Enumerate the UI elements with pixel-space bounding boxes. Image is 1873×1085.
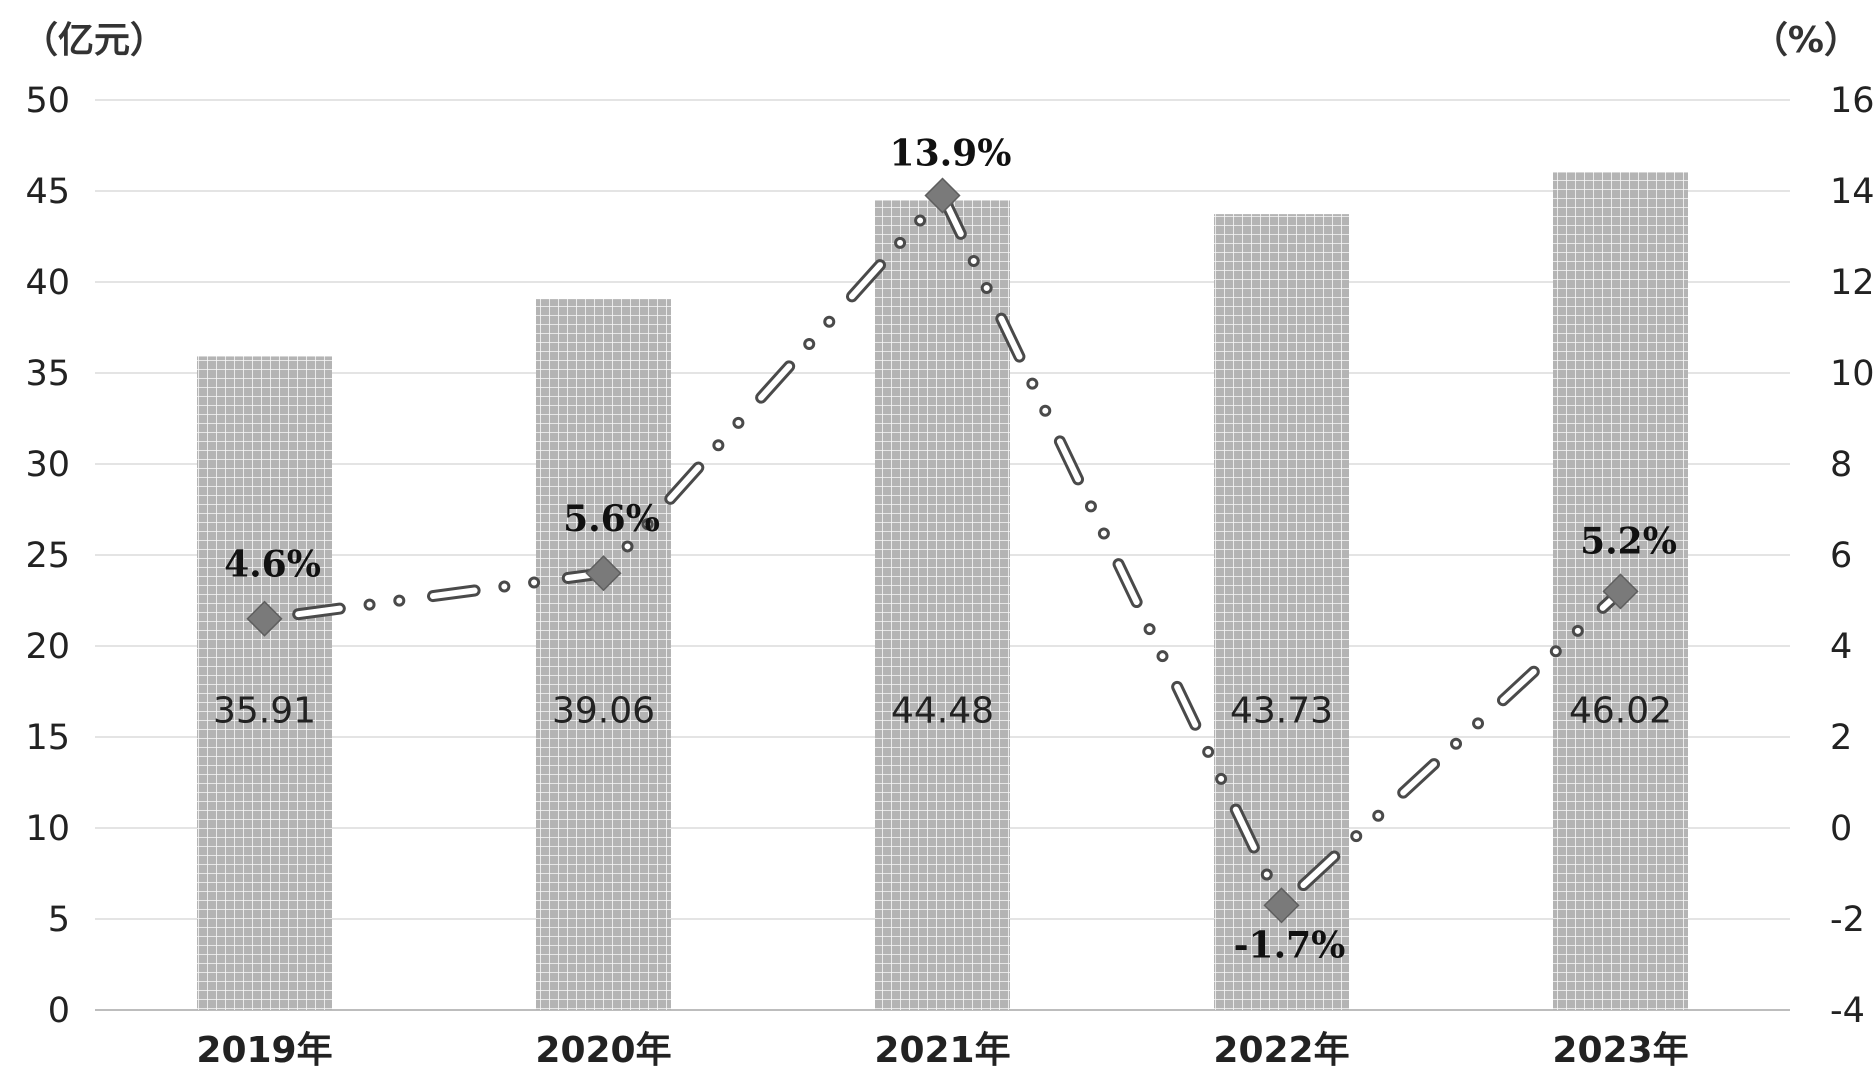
left-tick-label: 45 — [25, 172, 70, 212]
growth-label: 4.6% — [224, 544, 321, 586]
bar-value-label: 44.48 — [891, 690, 994, 731]
growth-label: -1.7% — [1234, 924, 1346, 966]
left-tick-label: 10 — [25, 809, 70, 849]
bar — [875, 200, 1010, 1011]
diamond-marker — [1263, 887, 1300, 924]
bar — [1214, 214, 1349, 1010]
right-tick-label: 14 — [1830, 172, 1873, 212]
left-axis-unit: （亿元） — [22, 20, 166, 61]
category-axis: 2019年 2020年 2021年 2022年 2023年 — [196, 1030, 1688, 1071]
right-tick-label: -4 — [1830, 991, 1865, 1031]
right-tick-label: 12 — [1830, 263, 1873, 303]
right-tick-label: 2 — [1830, 718, 1852, 758]
growth-label: 5.6% — [563, 498, 660, 540]
growth-label: 5.2% — [1580, 520, 1677, 562]
right-axis-unit: （%） — [1752, 20, 1860, 61]
growth-markers — [246, 177, 1639, 924]
right-tick-label: 10 — [1830, 354, 1873, 394]
right-tick-label: 4 — [1830, 627, 1852, 667]
bar-value-label: 43.73 — [1230, 690, 1333, 731]
diamond-marker — [924, 177, 961, 214]
diamond-marker — [1602, 573, 1639, 610]
right-axis-ticks: -4 -2 0 2 4 6 8 10 12 14 16 — [1830, 81, 1873, 1031]
category-label: 2023年 — [1552, 1030, 1688, 1071]
bar-value-label: 35.91 — [213, 690, 316, 731]
right-tick-label: 16 — [1830, 81, 1873, 121]
right-tick-label: -2 — [1830, 900, 1865, 940]
right-tick-label: 6 — [1830, 536, 1852, 576]
bar-series — [197, 172, 1688, 1011]
right-tick-label: 8 — [1830, 445, 1852, 485]
bar-value-labels: 35.91 39.06 44.48 43.73 46.02 — [213, 690, 1672, 731]
left-tick-label: 30 — [25, 445, 70, 485]
left-tick-label: 50 — [25, 81, 70, 121]
right-tick-label: 0 — [1830, 809, 1852, 849]
left-tick-label: 40 — [25, 263, 70, 303]
diamond-marker — [585, 555, 622, 592]
left-tick-label: 35 — [25, 354, 70, 394]
left-tick-label: 20 — [25, 627, 70, 667]
category-label: 2021年 — [874, 1030, 1010, 1071]
growth-value-labels: 4.6% 5.6% 13.9% -1.7% 5.2% — [224, 133, 1677, 967]
bar-value-label: 39.06 — [552, 690, 655, 731]
growth-label: 13.9% — [890, 133, 1012, 175]
left-tick-label: 5 — [48, 900, 70, 940]
left-tick-label: 0 — [48, 991, 70, 1031]
category-label: 2020年 — [535, 1030, 671, 1071]
left-tick-label: 15 — [25, 718, 70, 758]
category-label: 2019年 — [196, 1030, 332, 1071]
bar — [536, 299, 671, 1010]
bar-value-label: 46.02 — [1569, 690, 1672, 731]
diamond-marker — [246, 600, 283, 637]
left-tick-label: 25 — [25, 536, 70, 576]
left-axis-ticks: 0 5 10 15 20 25 30 35 40 45 50 — [25, 81, 70, 1031]
bar — [197, 356, 332, 1010]
category-label: 2022年 — [1213, 1030, 1349, 1071]
